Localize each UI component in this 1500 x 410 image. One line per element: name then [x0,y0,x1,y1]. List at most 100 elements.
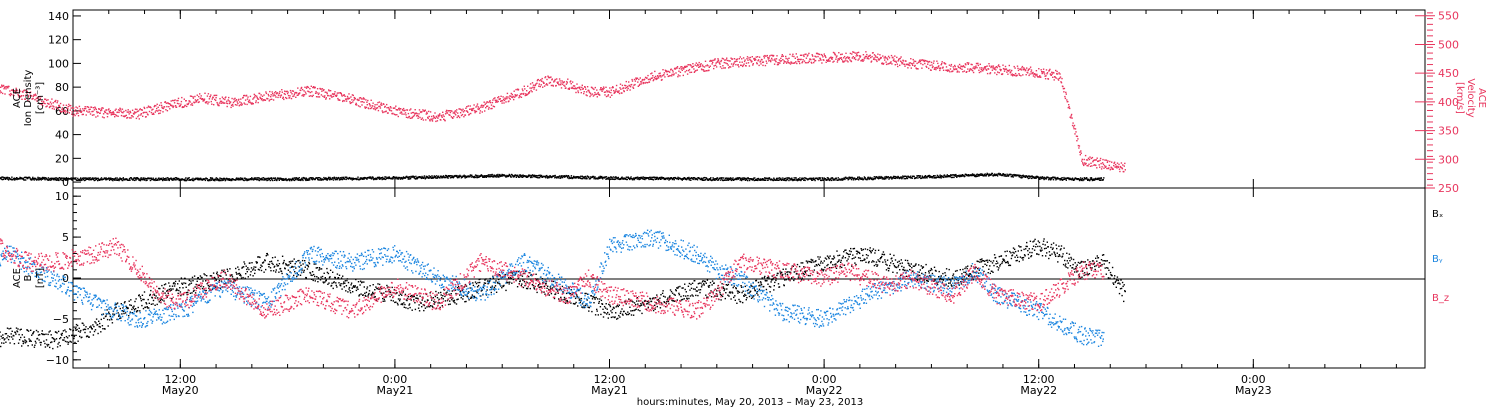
data-point [430,118,432,120]
data-point [186,105,188,108]
data-point [175,106,178,108]
data-point [701,64,704,66]
data-point [901,63,903,65]
data-point [457,112,459,114]
data-point [587,89,590,91]
data-point [684,177,686,179]
data-point [986,65,988,67]
data-point [1123,171,1125,173]
data-point [300,179,302,181]
data-point [393,107,395,109]
data-point [602,86,605,88]
data-point [56,177,59,180]
data-point [532,174,535,177]
data-point [115,115,118,117]
data-point [938,175,940,177]
data-point [208,101,210,103]
data-point [1086,178,1088,180]
data-point [141,109,143,111]
data-point [419,116,421,119]
data-point [744,177,746,179]
data-point [443,118,445,120]
data-point [922,63,924,66]
data-point [38,179,40,181]
data-point [978,69,980,71]
data-point [370,176,372,178]
data-point [1070,117,1072,119]
data-point [1010,173,1012,176]
data-point [640,81,642,83]
data-point [773,178,775,180]
data-point [605,95,608,98]
data-point [1040,176,1042,179]
data-point [64,112,67,114]
data-point [366,178,368,180]
data-point [942,66,944,68]
data-point [339,177,342,179]
data-point [85,177,87,179]
data-point [1078,178,1080,180]
data-point [33,177,35,180]
data-point [249,101,251,103]
data-point [1081,177,1084,180]
data-point [219,179,222,182]
data-point [639,176,642,179]
data-point [492,176,494,178]
data-point [220,102,222,104]
data-point [981,173,984,175]
data-point [437,117,439,119]
data-point [970,63,972,66]
data-point [702,69,705,71]
data-point [176,102,179,105]
data-point [910,67,912,69]
data-point [970,68,972,70]
data-point [896,176,898,178]
data-point [759,60,762,62]
data-point [726,179,728,181]
data-point [541,176,544,178]
data-point [957,66,960,69]
data-point [589,95,591,98]
data-point [95,116,97,118]
data-point [463,110,466,112]
data-point [73,110,76,112]
data-point [111,113,113,115]
data-point [478,107,481,110]
data-point [776,179,779,181]
data-point [845,57,848,59]
data-point [207,93,210,95]
data-point [174,99,176,101]
data-point [1095,159,1097,161]
data-point [224,178,226,180]
data-point [1071,117,1073,119]
data-point [425,175,427,178]
data-point [1113,161,1116,163]
data-point [461,113,464,116]
data-point [932,62,935,64]
data-point [1012,176,1014,178]
data-point [1057,176,1059,179]
data-point [701,179,703,181]
data-point [44,98,46,100]
data-point [144,177,147,180]
data-point [823,53,825,55]
data-point [114,179,116,181]
data-point [1043,176,1046,179]
data-point [163,179,165,181]
data-point [854,52,856,54]
data-point [165,177,167,179]
data-point [767,56,769,59]
top-left-tick-label: 40 [55,129,69,142]
data-point [297,178,299,180]
data-point [762,64,764,67]
data-point [325,178,327,181]
data-point [268,95,270,97]
data-point [948,70,950,72]
data-point [421,176,424,179]
data-point [846,60,848,62]
data-point [624,87,626,89]
data-point [460,108,462,111]
data-point [259,97,262,99]
data-point [108,108,110,110]
data-point [501,175,503,177]
